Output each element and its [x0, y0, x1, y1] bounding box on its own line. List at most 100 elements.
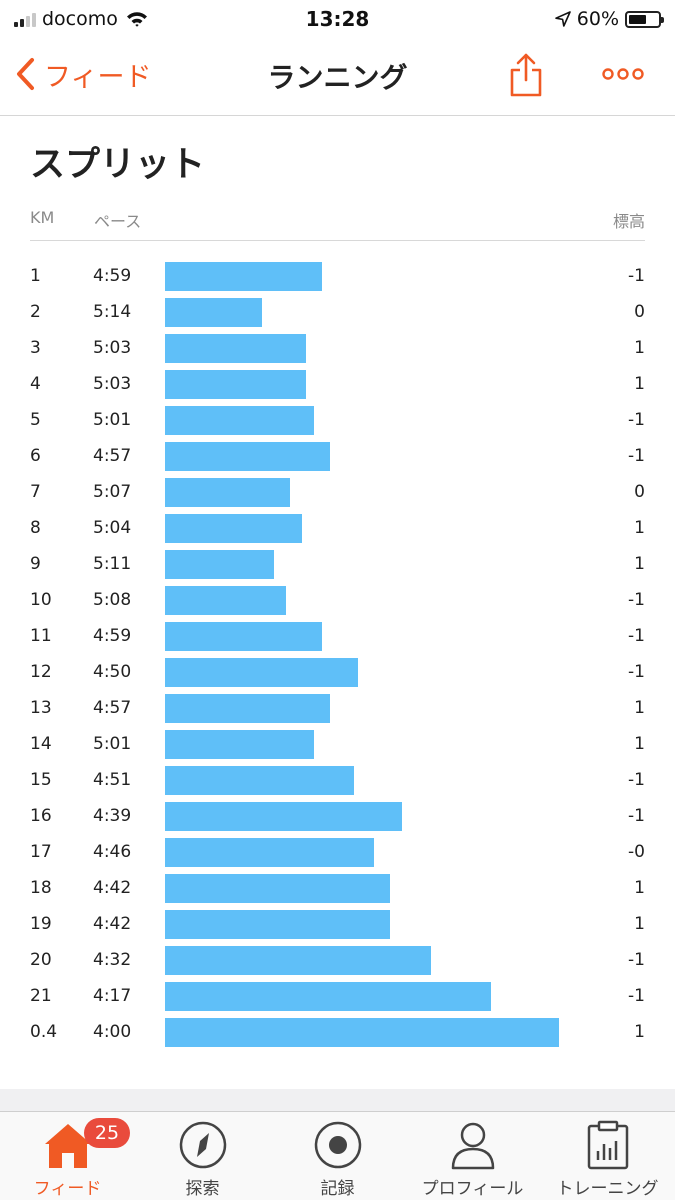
split-elevation: 1: [634, 338, 645, 358]
battery-fill: [629, 14, 646, 24]
status-time: 13:28: [305, 7, 370, 31]
section-separator: [0, 1089, 675, 1111]
splits-header: KM ペース 標高: [30, 208, 645, 241]
pace-bar: [165, 514, 302, 543]
carrier-name: docomo: [42, 8, 118, 30]
split-pace: 5:03: [93, 374, 132, 394]
tab-record[interactable]: 記録: [270, 1112, 405, 1200]
split-row: 11 4:59 -1: [30, 620, 645, 656]
split-row: 10 5:08 -1: [30, 584, 645, 620]
tab-feed-label: フィード: [33, 1179, 102, 1199]
split-row: 16 4:39 -1: [30, 800, 645, 836]
split-pace: 4:39: [93, 806, 132, 826]
back-label: フィード: [44, 61, 152, 93]
tab-record-label: 記録: [320, 1179, 355, 1199]
location-arrow-icon: [554, 11, 571, 27]
split-km: 4: [30, 374, 41, 394]
split-pace: 5:03: [93, 338, 132, 358]
battery-percent: 60%: [576, 8, 619, 30]
split-row: 3 5:03 1: [30, 332, 645, 368]
header-pace: ペース: [94, 212, 142, 231]
split-pace: 5:11: [93, 554, 132, 574]
split-pace: 4:50: [93, 662, 132, 682]
pace-bar: [165, 406, 314, 435]
pace-bar: [165, 334, 306, 363]
split-row: 2 5:14 0: [30, 296, 645, 332]
more-icon[interactable]: [600, 62, 646, 86]
split-pace: 5:01: [93, 410, 132, 430]
split-km: 19: [30, 914, 52, 934]
pace-bar: [165, 370, 306, 399]
split-elevation: -1: [628, 806, 645, 826]
split-km: 14: [30, 734, 52, 754]
pace-bar: [165, 442, 330, 471]
split-km: 6: [30, 446, 41, 466]
share-icon[interactable]: [508, 52, 544, 98]
split-elevation: 1: [634, 878, 645, 898]
split-km: 1: [30, 266, 41, 286]
pace-bar: [165, 298, 262, 327]
header-km: KM: [30, 208, 55, 227]
split-row: 0.4 4:00 1: [30, 1016, 645, 1052]
pace-bar: [165, 694, 330, 723]
split-row: 7 5:07 0: [30, 476, 645, 512]
pace-bar: [165, 586, 286, 615]
signal-icon: [14, 11, 36, 27]
split-pace: 4:57: [93, 446, 132, 466]
pace-bar: [165, 622, 322, 651]
tab-profile[interactable]: プロフィール: [405, 1112, 540, 1200]
splits-card: スプリット KM ペース 標高 1 4:59 -1 2 5:14 0 3 5:03 1 4 5:03…: [0, 116, 675, 1089]
split-row: 4 5:03 1: [30, 368, 645, 404]
split-pace: 5:14: [93, 302, 132, 322]
split-pace: 5:04: [93, 518, 132, 538]
split-row: 5 5:01 -1: [30, 404, 645, 440]
split-elevation: -1: [628, 662, 645, 682]
tab-training-label: トレーニング: [556, 1179, 659, 1199]
splits-title: スプリット: [30, 145, 206, 185]
split-km: 20: [30, 950, 52, 970]
wifi-icon: [126, 12, 147, 27]
pace-bar: [165, 982, 491, 1011]
nav-bar: フィード ランニング: [0, 40, 675, 116]
split-row: 21 4:17 -1: [30, 980, 645, 1016]
split-elevation: -1: [628, 626, 645, 646]
pace-bar: [165, 838, 374, 867]
tab-training[interactable]: トレーニング: [540, 1112, 675, 1200]
split-km: 18: [30, 878, 52, 898]
split-pace: 5:01: [93, 734, 132, 754]
tab-feed[interactable]: 25 フィード: [0, 1112, 135, 1200]
back-button[interactable]: フィード: [12, 54, 151, 94]
split-elevation: 1: [634, 554, 645, 574]
split-row: 17 4:46 -0: [30, 836, 645, 872]
split-row: 15 4:51 -1: [30, 764, 645, 800]
split-pace: 4:59: [93, 266, 132, 286]
split-row: 8 5:04 1: [30, 512, 645, 548]
compass-icon: [179, 1121, 226, 1169]
split-km: 8: [30, 518, 41, 538]
split-km: 5: [30, 410, 41, 430]
split-km: 17: [30, 842, 52, 862]
split-row: 1 4:59 -1: [30, 260, 645, 296]
split-pace: 4:42: [93, 878, 132, 898]
split-elevation: 1: [634, 734, 645, 754]
pace-bar: [165, 766, 354, 795]
split-elevation: 0: [634, 302, 645, 322]
tab-profile-label: プロフィール: [421, 1179, 524, 1199]
split-km: 21: [30, 986, 52, 1006]
split-elevation: 1: [634, 1022, 645, 1042]
pace-bar: [165, 550, 274, 579]
pace-bar: [165, 1018, 559, 1047]
split-elevation: -1: [628, 770, 645, 790]
split-pace: 4:46: [93, 842, 132, 862]
split-elevation: -1: [628, 950, 645, 970]
tab-explore[interactable]: 探索: [135, 1112, 270, 1200]
pace-bar: [165, 946, 431, 975]
split-row: 20 4:32 -1: [30, 944, 645, 980]
battery-icon: [625, 10, 664, 28]
split-km: 7: [30, 482, 41, 502]
split-km: 0.4: [30, 1022, 58, 1042]
split-elevation: 1: [634, 914, 645, 934]
split-elevation: -1: [628, 410, 645, 430]
home-icon: [44, 1124, 91, 1168]
split-elevation: 1: [634, 698, 645, 718]
